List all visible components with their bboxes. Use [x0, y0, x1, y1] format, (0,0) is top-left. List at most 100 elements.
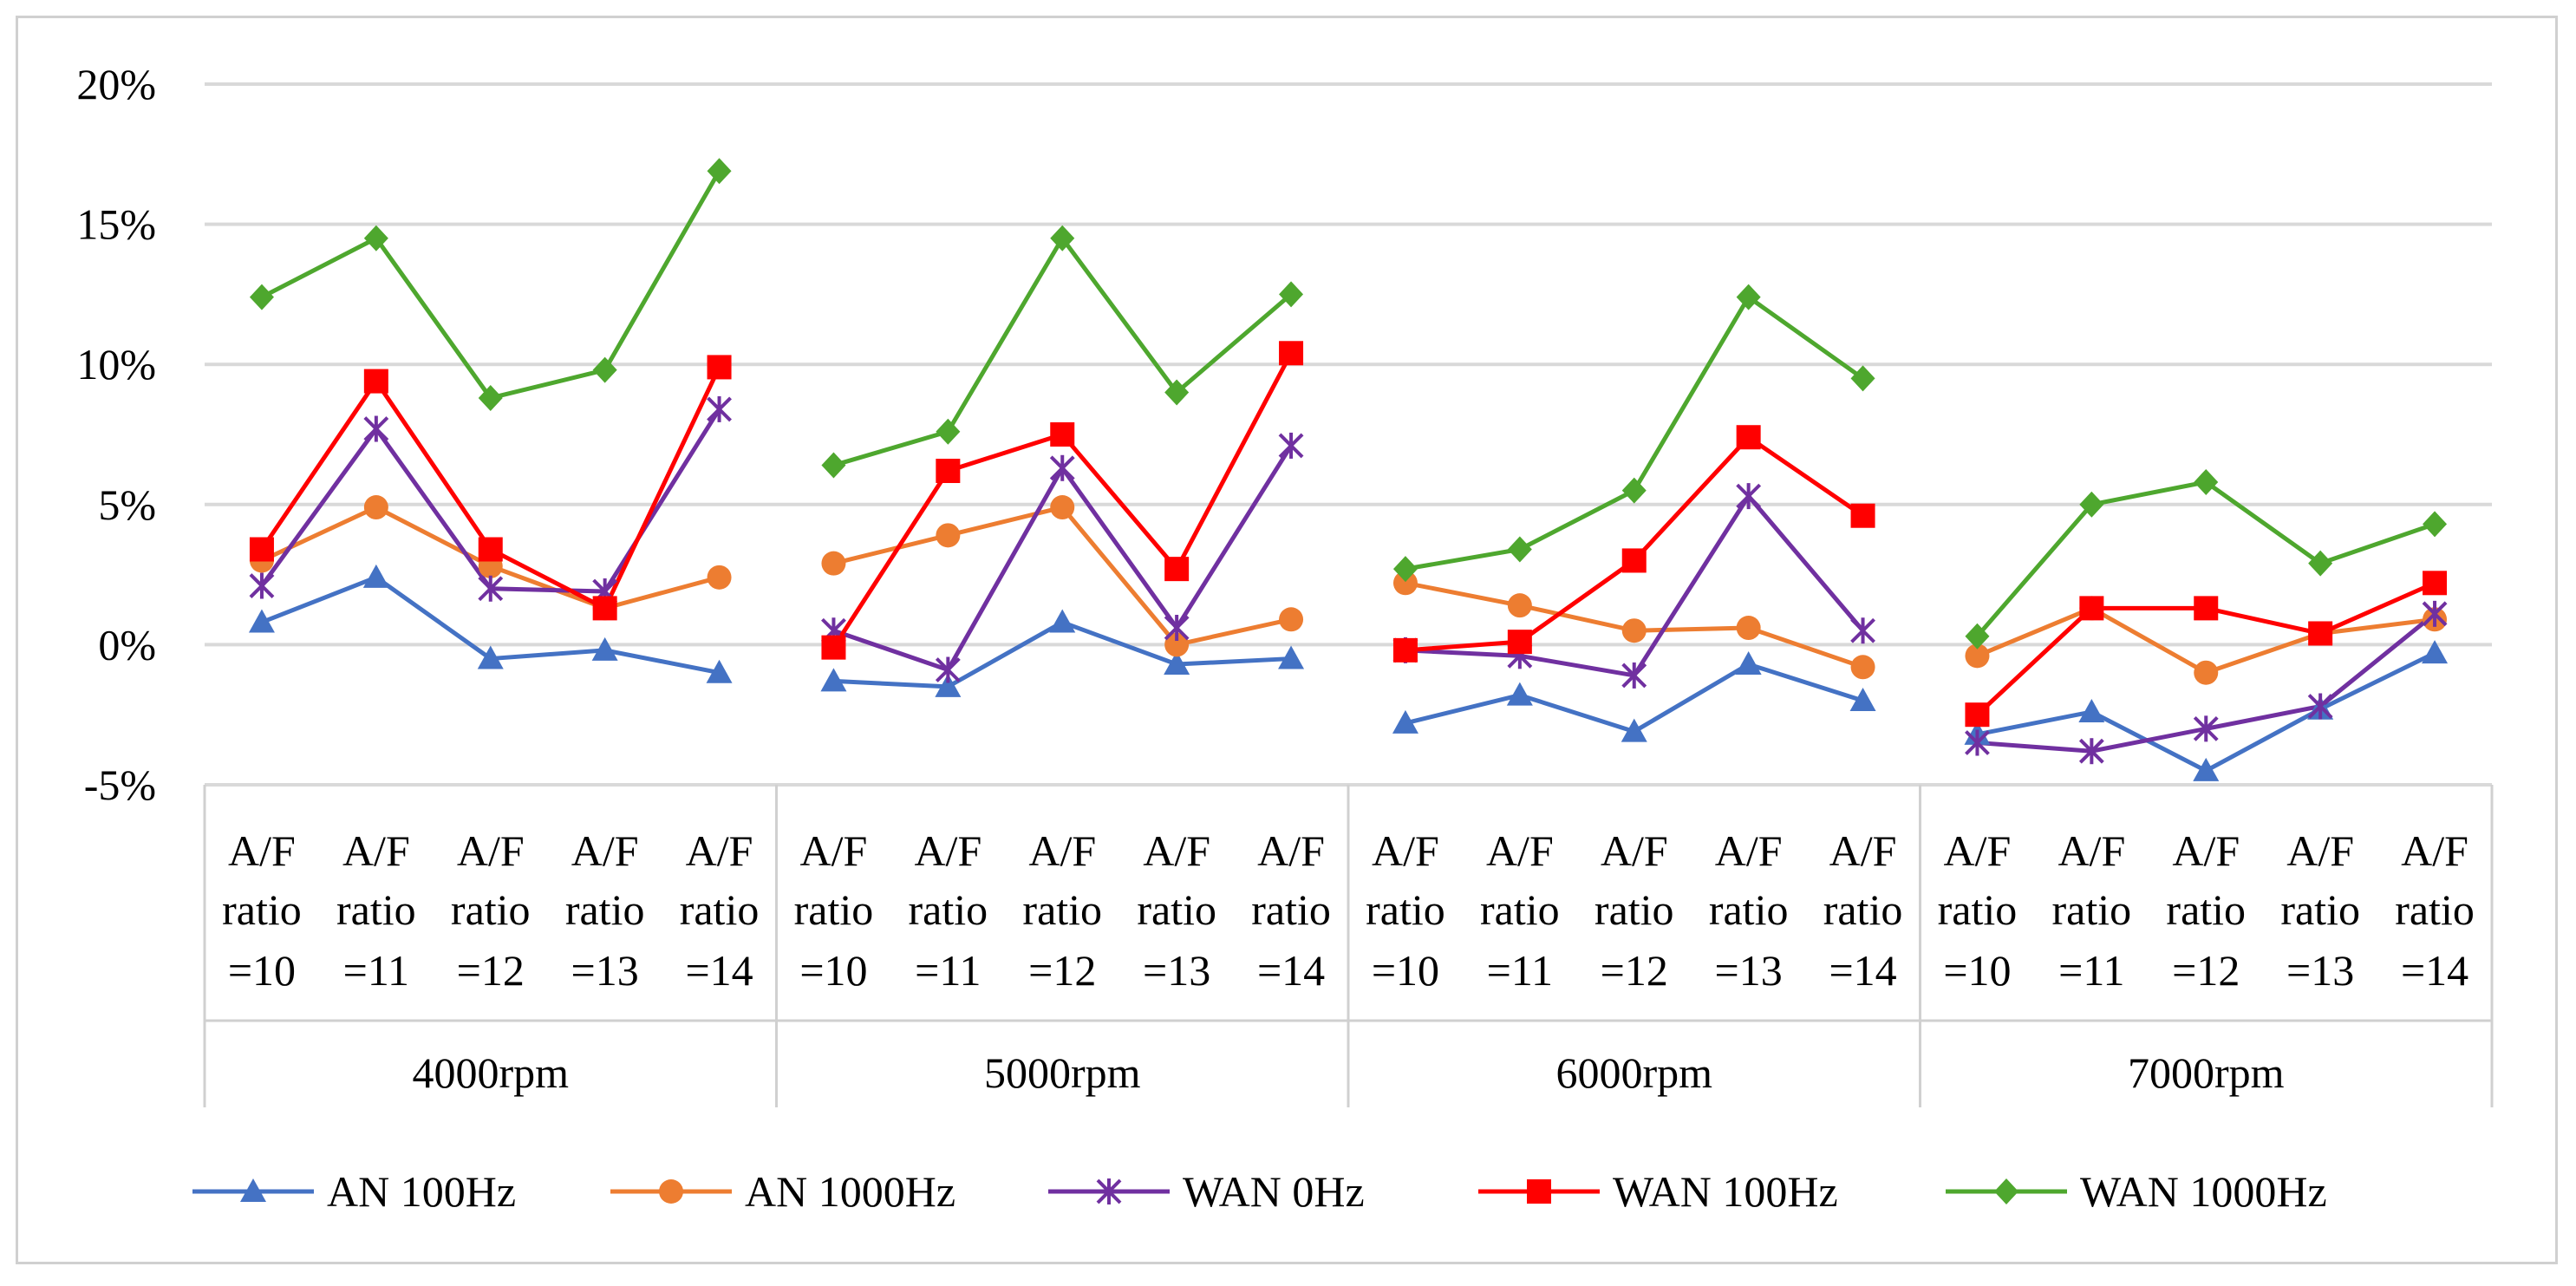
x-tick-label: ratio [2166, 885, 2246, 934]
data-point-wan-1000hz [1850, 365, 1875, 392]
category-axis: A/F ratio =10 A/F ratio =11 A/F ratio =12 A/F rati… [203, 785, 2494, 1107]
data-point-wan-1000hz [2079, 491, 2104, 518]
data-point-an-100hz [1392, 709, 1418, 734]
legend-item-an-100hz: AN 100Hz [192, 1167, 516, 1216]
data-point-wan-0hz [1278, 432, 1304, 459]
x-tick-label: =12 [1601, 946, 1668, 995]
x-tick-label: A/F [342, 826, 410, 875]
data-point-wan-0hz [1850, 617, 1875, 644]
data-point-wan-100hz [249, 537, 274, 562]
x-tick-label: A/F [1486, 826, 1554, 875]
data-point-an-1000hz [1736, 616, 1761, 641]
data-point-an-1000hz [821, 551, 846, 576]
data-point-an-100hz [1506, 682, 1533, 706]
data-point-an-100hz [1621, 718, 1647, 742]
legend-item-wan-1000hz: WAN 1000Hz [1946, 1167, 2327, 1216]
x-tick-label: ratio [336, 885, 416, 934]
data-point-wan-100hz [1279, 341, 1304, 366]
x-tick-label: ratio [2052, 885, 2132, 934]
data-point-wan-1000hz [478, 384, 503, 411]
data-point-an-100hz [591, 636, 618, 661]
group-label: 6000rpm [1555, 1048, 1712, 1097]
gridlines [205, 82, 2492, 787]
x-tick-label: A/F [1143, 826, 1210, 875]
x-tick-label: =12 [457, 946, 525, 995]
data-point-an-100hz [2078, 698, 2105, 722]
x-tick-label: A/F [800, 826, 868, 875]
data-point-wan-100hz [1507, 630, 1532, 655]
x-tick-label: =13 [571, 946, 639, 995]
data-point-wan-100hz [1850, 503, 1875, 528]
x-tick-label: =13 [1143, 946, 1210, 995]
y-tick-label: -5% [84, 761, 156, 809]
data-point-an-1000hz [936, 523, 961, 548]
x-tick-label: ratio [1938, 885, 2018, 934]
y-tick-label: 20% [76, 60, 156, 108]
x-tick-label: A/F [1257, 826, 1325, 875]
x-tick-label: ratio [1366, 885, 1445, 934]
x-tick-label: A/F [1601, 826, 1668, 875]
x-tick-label: A/F [1028, 826, 1096, 875]
data-point-an-100hz [477, 645, 504, 669]
legend: AN 100Hz AN 1000Hz WAN 0Hz WAN 100Hz WAN 100… [192, 1167, 2327, 1216]
data-point-wan-100hz [2308, 621, 2333, 646]
x-tick-label: ratio [1709, 885, 1789, 934]
data-point-an-100hz [248, 609, 275, 633]
x-tick-label: =10 [1943, 946, 2011, 995]
data-point-wan-1000hz [936, 418, 961, 445]
x-tick-label: A/F [2286, 826, 2354, 875]
data-point-wan-100hz [1164, 557, 1190, 582]
data-point-wan-1000hz [363, 225, 388, 251]
data-point-wan-1000hz [1736, 284, 1761, 310]
legend-label: WAN 0Hz [1183, 1167, 1365, 1216]
data-point-wan-1000hz [1965, 623, 1990, 650]
legend-marker [1096, 1178, 1122, 1204]
data-point-wan-100hz [592, 596, 617, 621]
data-point-wan-0hz [249, 572, 275, 599]
data-point-an-1000hz [363, 495, 388, 520]
x-tick-label: =12 [1028, 946, 1096, 995]
x-tick-label: ratio [1022, 885, 1102, 934]
series-lines [259, 169, 2436, 774]
x-tick-label: ratio [1137, 885, 1216, 934]
x-tick-label: ratio [565, 885, 645, 934]
data-point-an-100hz [706, 659, 733, 683]
data-point-an-1000hz [1850, 655, 1875, 680]
x-tick-label: A/F [571, 826, 639, 875]
series-line-wan-1000hz [1405, 295, 1864, 571]
x-tick-label: ratio [222, 885, 302, 934]
x-tick-label: A/F [2172, 826, 2240, 875]
data-point-an-1000hz [1507, 593, 1532, 618]
data-point-wan-0hz [363, 415, 389, 442]
legend-label: AN 100Hz [327, 1167, 516, 1216]
data-point-wan-1000hz [2194, 468, 2219, 495]
series-line-wan-100hz [1405, 434, 1864, 653]
x-tick-label: ratio [1480, 885, 1560, 934]
data-point-an-100hz [1278, 645, 1305, 669]
x-tick-label: ratio [1251, 885, 1331, 934]
data-point-wan-100hz [821, 635, 846, 660]
data-point-an-100hz [1735, 651, 1762, 676]
x-tick-label: ratio [794, 885, 874, 934]
data-point-an-1000hz [1392, 571, 1418, 596]
legend-label: WAN 100Hz [1613, 1167, 1838, 1216]
legend-item-wan-0hz: WAN 0Hz [1048, 1167, 1365, 1216]
data-point-an-100hz [1049, 609, 1076, 633]
x-tick-label: =14 [2401, 946, 2468, 995]
legend-marker [240, 1178, 266, 1202]
x-tick-label: =11 [1487, 946, 1553, 995]
data-point-wan-100hz [1050, 422, 1075, 447]
x-tick-label: A/F [1372, 826, 1439, 875]
x-tick-label: =14 [1257, 946, 1325, 995]
x-tick-label: A/F [686, 826, 753, 875]
x-tick-label: A/F [1944, 826, 2012, 875]
x-tick-label: =12 [2172, 946, 2240, 995]
x-tick-label: A/F [457, 826, 525, 875]
series-markers [248, 158, 2449, 781]
data-point-wan-100hz [363, 369, 388, 394]
data-point-wan-100hz [936, 459, 961, 484]
x-tick-label: A/F [914, 826, 981, 875]
data-point-an-1000hz [1621, 618, 1647, 643]
data-point-wan-100hz [707, 355, 732, 380]
